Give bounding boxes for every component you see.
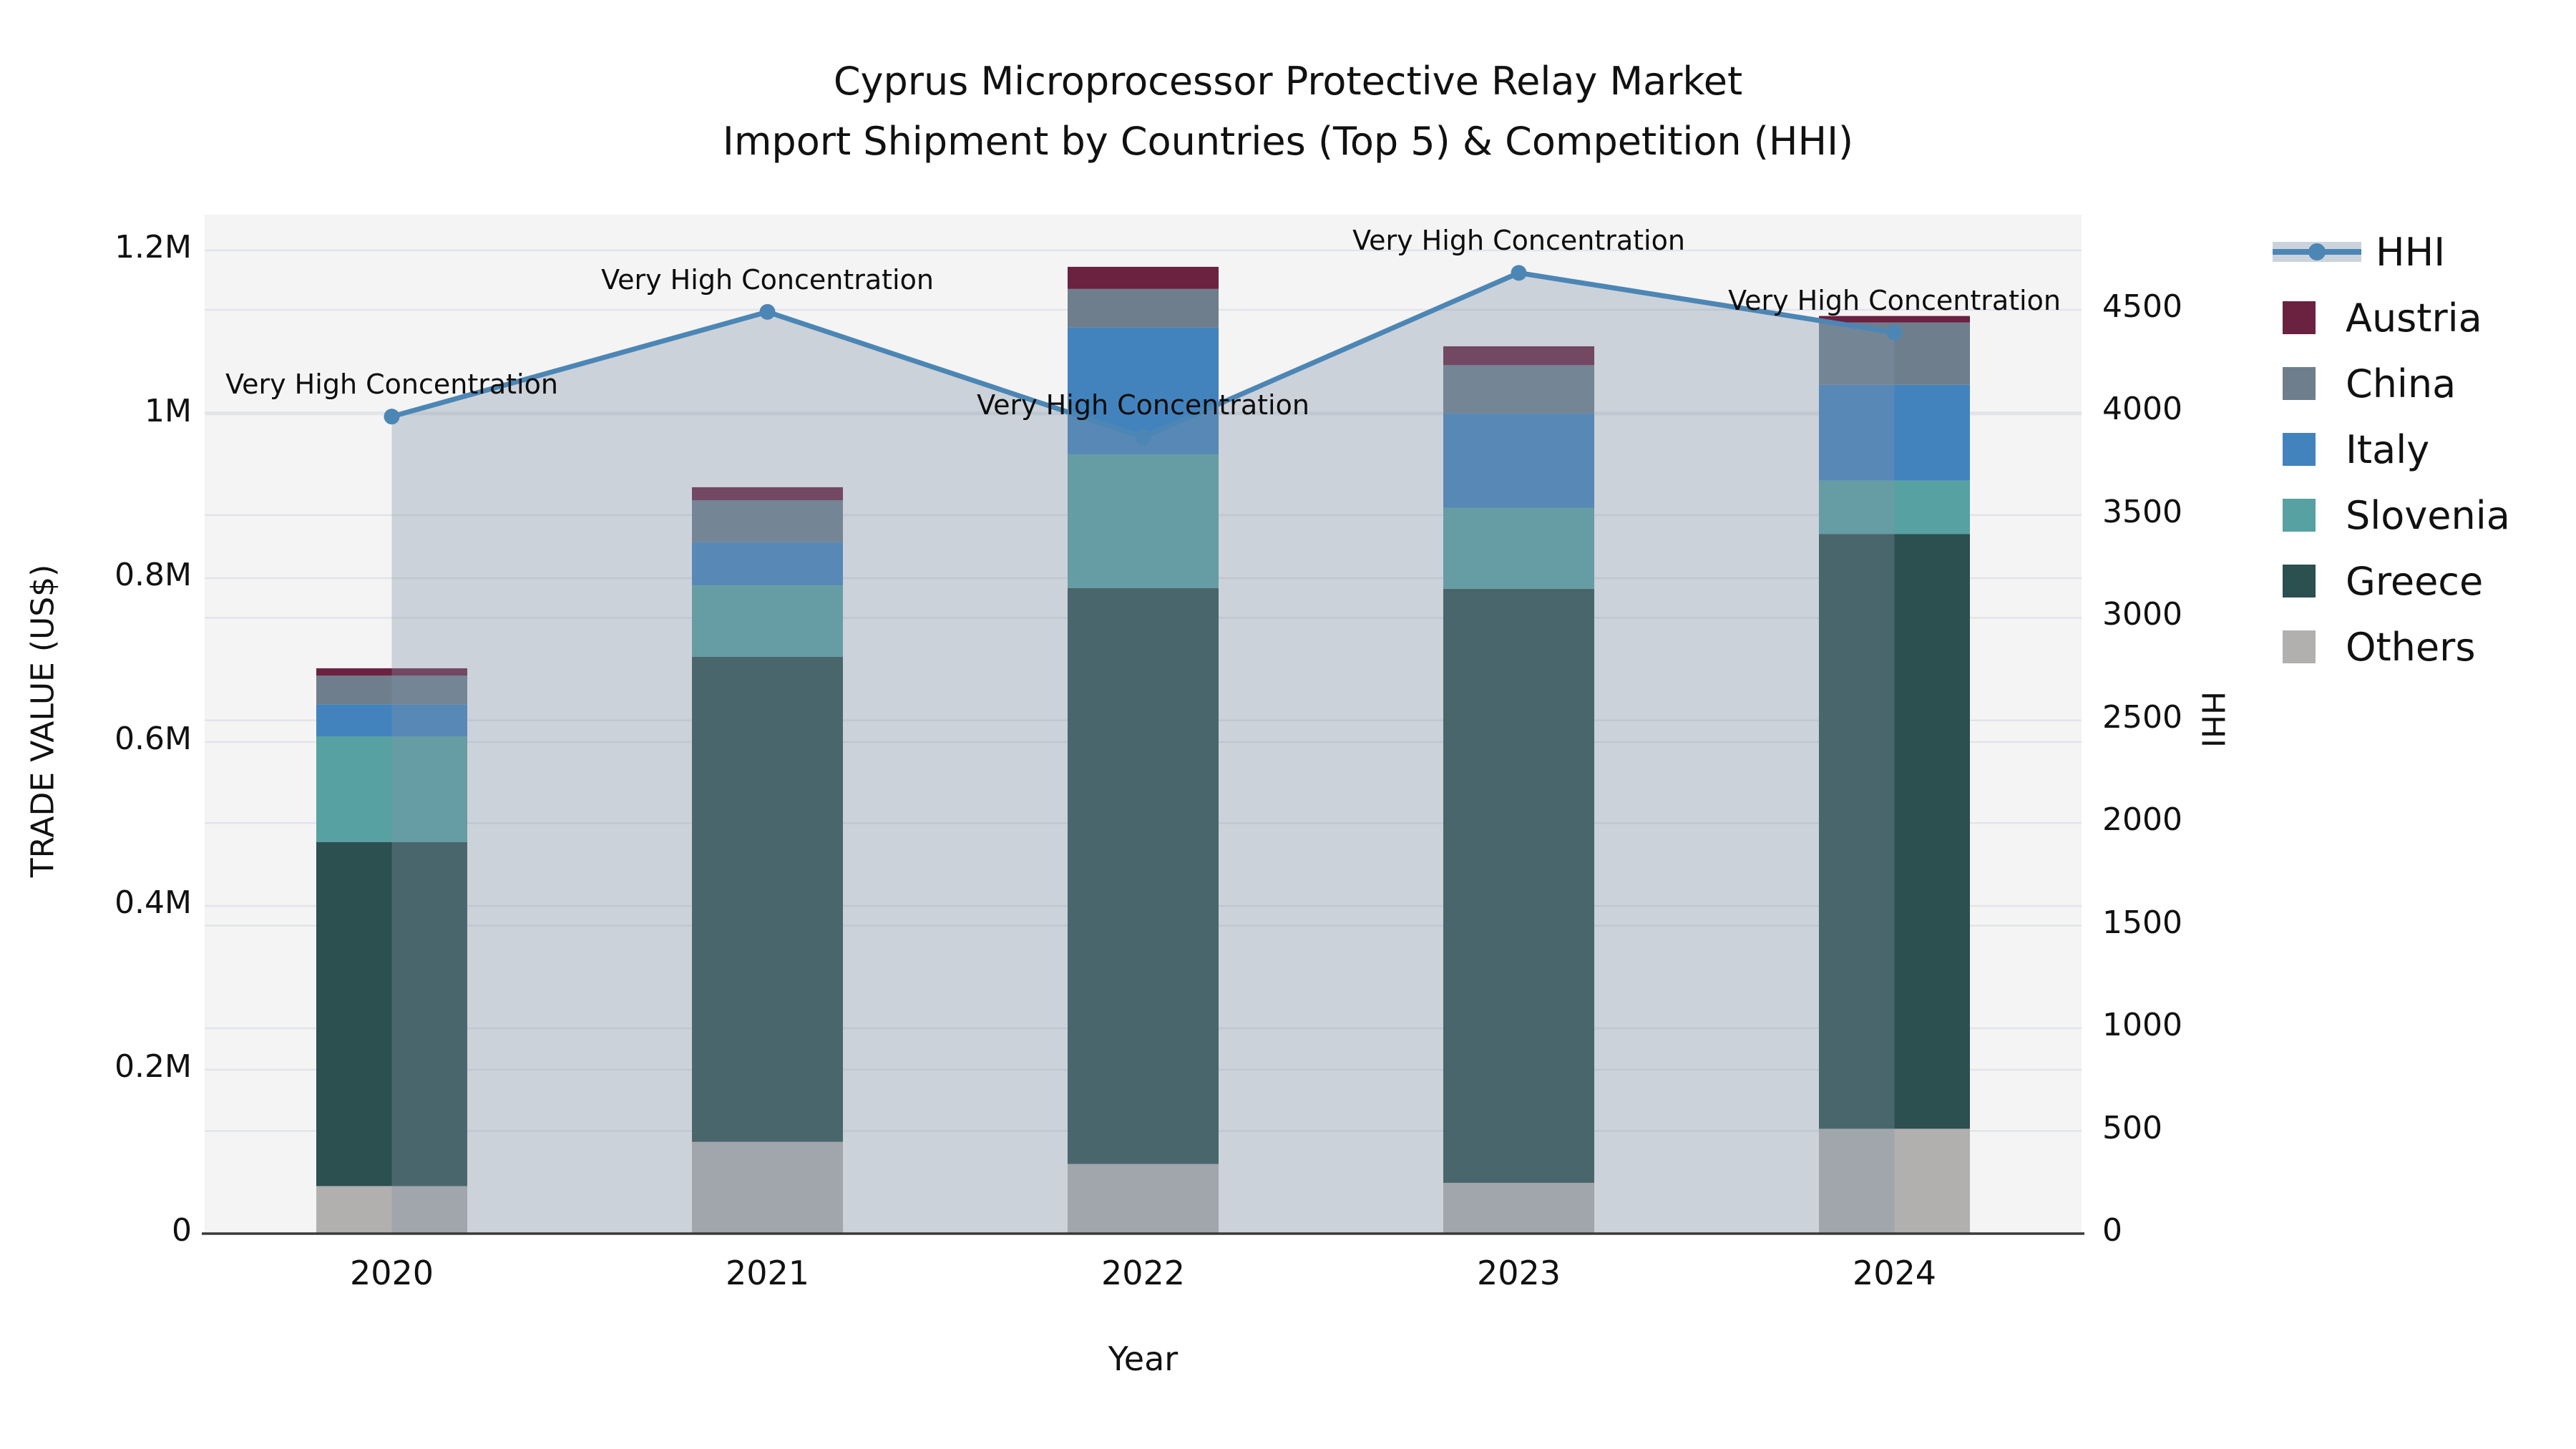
legend: HHI Austria China Italy Slovenia Greece Others [2273, 219, 2573, 680]
bar-segment-slovenia-2023 [1443, 507, 1594, 589]
y-left-tick-0: 0 [172, 1212, 192, 1249]
hhi-marker-2021 [759, 303, 776, 320]
legend-swatch-china [2283, 367, 2316, 400]
hhi-marker-2022 [1135, 429, 1151, 445]
y-axis-right-title: HHI [2194, 691, 2231, 748]
bar-segment-greece-2022 [1068, 587, 1219, 1164]
legend-label-hhi: HHI [2376, 229, 2446, 275]
x-tick-2024: 2024 [1852, 1254, 1937, 1292]
bar-segment-others-2023 [1443, 1183, 1594, 1234]
bar-segment-greece-2021 [692, 656, 843, 1142]
x-tick-2022: 2022 [1101, 1254, 1186, 1292]
y-left-tick-1M: 1M [145, 393, 192, 429]
bar-segment-others-2022 [1068, 1163, 1219, 1234]
legend-swatch-slovenia [2283, 499, 2316, 532]
bar-segment-greece-2020 [316, 841, 467, 1186]
y-left-tick-0.6M: 0.6M [114, 721, 192, 757]
bar-segment-austria-2023 [1443, 346, 1594, 366]
y-right-tick-500: 500 [2102, 1109, 2162, 1146]
y-right-tick-1000: 1000 [2102, 1007, 2182, 1044]
annotation-2022: Very High Concentration [977, 389, 1309, 421]
y-right-tick-4000: 4000 [2102, 391, 2182, 428]
y-left-tick-0.4M: 0.4M [114, 884, 192, 921]
y-right-tick-2000: 2000 [2102, 801, 2182, 839]
legend-label-italy: Italy [2346, 426, 2430, 472]
x-tick-2020: 2020 [349, 1254, 434, 1292]
legend-item-hhi: HHI [2273, 219, 2573, 285]
bar-segment-italy-2024 [1819, 384, 1970, 481]
bar-segment-greece-2024 [1819, 534, 1970, 1129]
y-left-tick-0.2M: 0.2M [114, 1048, 192, 1085]
y-right-tick-4500: 4500 [2102, 288, 2182, 325]
annotation-2024: Very High Concentration [1728, 284, 2061, 316]
bar-segment-italy-2021 [692, 542, 843, 586]
x-axis-title: Year [1108, 1340, 1179, 1378]
legend-item-greece: Greece [2273, 548, 2573, 614]
legend-item-slovenia: Slovenia [2273, 482, 2573, 548]
legend-label-others: Others [2346, 624, 2476, 670]
legend-item-others: Others [2273, 614, 2573, 680]
bar-segment-china-2021 [692, 500, 843, 542]
y-right-tick-1500: 1500 [2102, 904, 2182, 941]
y-right-tick-2500: 2500 [2102, 698, 2182, 736]
hhi-area-fill [391, 273, 1895, 1234]
legend-item-china: China [2273, 351, 2573, 416]
bar-segment-slovenia-2020 [316, 736, 467, 842]
bar-segment-italy-2020 [316, 704, 467, 736]
bar-segment-italy-2023 [1443, 413, 1594, 508]
bar-segment-slovenia-2021 [692, 585, 843, 657]
bar-segment-others-2021 [692, 1141, 843, 1234]
y-right-tick-0: 0 [2102, 1212, 2122, 1249]
bar-segment-china-2020 [316, 675, 467, 705]
y-right-tick-3000: 3000 [2102, 596, 2182, 633]
legend-item-austria: Austria [2273, 285, 2573, 351]
chart-title-line-2: Import Shipment by Countries (Top 5) & C… [722, 119, 1854, 164]
legend-item-italy: Italy [2273, 416, 2573, 482]
x-tick-2021: 2021 [725, 1254, 810, 1292]
y-right-tick-3500: 3500 [2102, 493, 2182, 530]
legend-swatch-austria [2283, 301, 2316, 334]
bar-segment-austria-2022 [1068, 266, 1219, 289]
y-left-tick-1.2M: 1.2M [114, 229, 192, 265]
bar-segment-slovenia-2024 [1819, 480, 1970, 535]
hhi-marker-2024 [1886, 324, 1903, 341]
hhi-line-legend-icon [2273, 242, 2361, 262]
bar-segment-austria-2020 [316, 668, 467, 676]
annotation-2023: Very High Concentration [1352, 225, 1685, 257]
x-tick-2023: 2023 [1476, 1254, 1561, 1292]
bar-segment-greece-2023 [1443, 588, 1594, 1184]
bar-segment-slovenia-2022 [1068, 454, 1219, 588]
y-left-tick-0.8M: 0.8M [114, 557, 192, 593]
bar-segment-china-2023 [1443, 365, 1594, 414]
annotation-2020: Very High Concentration [225, 369, 558, 401]
hhi-marker-2023 [1511, 265, 1527, 281]
legend-label-greece: Greece [2346, 558, 2484, 604]
legend-label-austria: Austria [2346, 295, 2482, 341]
chart-title-line-1: Cyprus Microprocessor Protective Relay M… [833, 59, 1743, 104]
legend-label-china: China [2346, 361, 2457, 406]
legend-label-slovenia: Slovenia [2346, 492, 2510, 538]
bar-segment-others-2024 [1819, 1128, 1970, 1234]
chart-title: Cyprus Microprocessor Protective Relay M… [0, 52, 2576, 172]
legend-swatch-others [2283, 630, 2316, 663]
legend-swatch-italy [2283, 433, 2316, 466]
legend-swatch-greece [2283, 565, 2316, 597]
y-axis-left-title: TRADE VALUE (US$) [24, 564, 62, 878]
bar-segment-austria-2024 [1819, 316, 1970, 323]
bar-segment-others-2020 [316, 1186, 467, 1234]
hhi-marker-2020 [384, 409, 400, 425]
bar-segment-china-2022 [1068, 288, 1219, 328]
annotation-2021: Very High Concentration [601, 263, 934, 296]
bar-segment-austria-2021 [692, 487, 843, 501]
